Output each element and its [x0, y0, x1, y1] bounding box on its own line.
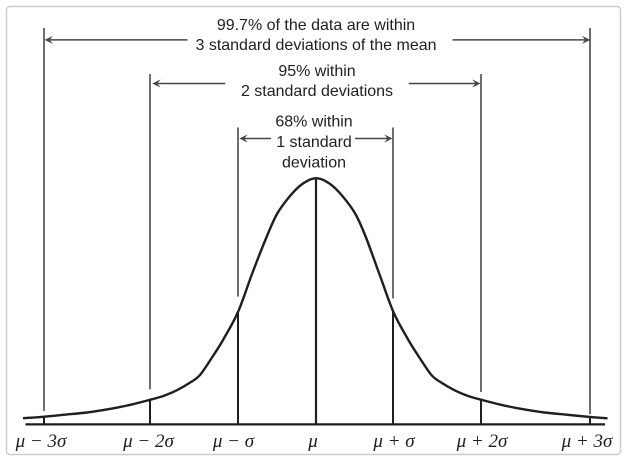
svg-text:μ: μ — [307, 431, 318, 452]
svg-text:deviation: deviation — [282, 154, 346, 171]
svg-text:μ + 2σ: μ + 2σ — [456, 431, 508, 452]
svg-text:95% within: 95% within — [278, 63, 355, 80]
svg-text:μ + 3σ: μ + 3σ — [561, 431, 613, 452]
svg-text:3 standard deviations of the m: 3 standard deviations of the mean — [195, 37, 436, 54]
svg-text:68% within: 68% within — [275, 113, 352, 130]
svg-text:99.7% of the data are within: 99.7% of the data are within — [217, 17, 415, 34]
svg-text:μ + σ: μ + σ — [372, 431, 415, 452]
svg-text:μ − σ: μ − σ — [212, 431, 255, 452]
svg-text:1 standard: 1 standard — [276, 134, 352, 151]
svg-text:2 standard deviations: 2 standard deviations — [241, 83, 393, 100]
svg-text:μ − 2σ: μ − 2σ — [122, 431, 174, 452]
svg-text:μ − 3σ: μ − 3σ — [15, 431, 67, 452]
